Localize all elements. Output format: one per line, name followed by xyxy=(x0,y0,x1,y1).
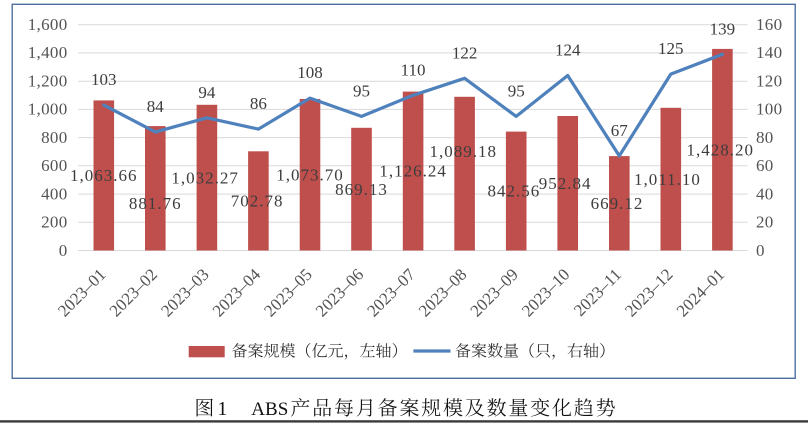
svg-text:139: 139 xyxy=(710,19,736,38)
svg-text:600: 600 xyxy=(41,156,67,175)
svg-text:800: 800 xyxy=(41,128,67,147)
svg-text:1,126.24: 1,126.24 xyxy=(379,162,447,181)
svg-text:1,063.66: 1,063.66 xyxy=(70,166,138,185)
svg-text:400: 400 xyxy=(41,184,67,203)
svg-text:842.56: 842.56 xyxy=(488,182,541,201)
svg-text:1: 1 xyxy=(217,398,227,420)
svg-text:702.78: 702.78 xyxy=(231,192,284,211)
svg-text:86: 86 xyxy=(250,94,267,113)
svg-text:1,073.70: 1,073.70 xyxy=(276,165,344,184)
svg-text:124: 124 xyxy=(555,41,581,60)
svg-text:160: 160 xyxy=(756,15,782,34)
svg-text:60: 60 xyxy=(756,156,774,175)
svg-text:1,600: 1,600 xyxy=(28,15,68,34)
svg-text:881.76: 881.76 xyxy=(129,194,182,213)
svg-text:103: 103 xyxy=(91,70,117,89)
svg-text:669.12: 669.12 xyxy=(591,194,644,213)
svg-text:40: 40 xyxy=(756,184,774,203)
svg-text:20: 20 xyxy=(756,213,774,232)
svg-text:94: 94 xyxy=(198,83,216,102)
svg-text:84: 84 xyxy=(147,97,165,116)
svg-text:1,200: 1,200 xyxy=(28,72,68,91)
svg-text:108: 108 xyxy=(297,63,323,82)
svg-text:95: 95 xyxy=(353,81,370,100)
svg-text:1,089.18: 1,089.18 xyxy=(430,142,498,161)
svg-text:122: 122 xyxy=(452,43,478,62)
svg-text:200: 200 xyxy=(41,213,67,232)
svg-text:95: 95 xyxy=(508,81,525,100)
svg-text:110: 110 xyxy=(401,60,426,79)
svg-text:869.13: 869.13 xyxy=(335,180,388,199)
svg-text:1,032.27: 1,032.27 xyxy=(171,168,239,187)
svg-text:67: 67 xyxy=(611,121,629,140)
svg-text:ABS: ABS xyxy=(251,399,288,420)
svg-text:0: 0 xyxy=(59,241,68,260)
svg-text:952.84: 952.84 xyxy=(539,174,592,193)
svg-text:0: 0 xyxy=(756,241,765,260)
svg-text:140: 140 xyxy=(756,43,782,62)
svg-text:1,428.20: 1,428.20 xyxy=(687,140,755,159)
svg-text:120: 120 xyxy=(756,72,782,91)
svg-text:1,000: 1,000 xyxy=(28,100,68,119)
svg-text:80: 80 xyxy=(756,128,774,147)
svg-text:100: 100 xyxy=(756,100,782,119)
svg-text:1,011.10: 1,011.10 xyxy=(634,170,701,189)
svg-text:1,400: 1,400 xyxy=(28,43,68,62)
svg-text:125: 125 xyxy=(658,39,684,58)
